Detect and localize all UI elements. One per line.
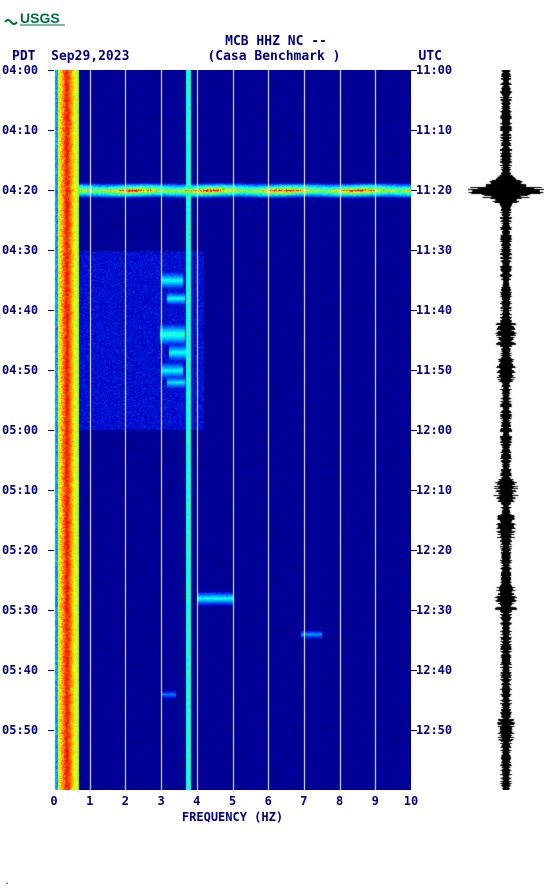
x-tick: 5 [229,794,236,808]
y-tick-right: 12:40 [416,663,452,677]
x-tick: 4 [193,794,200,808]
y-tick-left: 05:30 [2,603,38,617]
spectrogram-canvas [54,70,411,790]
y-tick-right: 12:10 [416,483,452,497]
waveform-canvas [468,70,544,790]
x-tick: 9 [372,794,379,808]
waveform-container [468,70,544,790]
y-tick-right: 12:30 [416,603,452,617]
y-tick-right: 11:20 [416,183,452,197]
footnote: . [4,876,10,887]
svg-text:USGS: USGS [20,10,60,26]
header: MCB HHZ NC -- PDT Sep29,2023 (Casa Bench… [0,34,552,64]
y-tick-left: 05:10 [2,483,38,497]
y-tick-left: 05:40 [2,663,38,677]
date: Sep29,2023 [51,49,129,64]
x-tick: 10 [404,794,418,808]
x-tick: 2 [122,794,129,808]
y-tick-left: 05:00 [2,423,38,437]
x-tick: 1 [86,794,93,808]
y-tick-right: 11:00 [416,63,452,77]
x-axis-title: FREQUENCY (HZ) [54,810,411,824]
x-tick: 6 [265,794,272,808]
x-tick: 3 [157,794,164,808]
tz-right: UTC [419,49,442,64]
y-tick-left: 04:00 [2,63,38,77]
station-code: MCB HHZ NC -- [0,34,552,49]
x-tick: 7 [300,794,307,808]
y-tick-left: 04:40 [2,303,38,317]
y-tick-left: 04:20 [2,183,38,197]
y-tick-right: 11:50 [416,363,452,377]
y-tick-right: 11:10 [416,123,452,137]
x-tick: 0 [50,794,57,808]
tz-left: PDT [12,49,35,64]
y-tick-right: 11:40 [416,303,452,317]
y-tick-right: 12:20 [416,543,452,557]
usgs-logo-svg: USGS [4,6,94,30]
y-tick-right: 11:30 [416,243,452,257]
x-tick: 8 [336,794,343,808]
station-name: (Casa Benchmark ) [207,49,340,64]
y-tick-left: 04:30 [2,243,38,257]
y-tick-left: 04:50 [2,363,38,377]
y-tick-right: 12:50 [416,723,452,737]
usgs-logo: USGS [0,0,552,30]
y-tick-left: 05:50 [2,723,38,737]
y-tick-left: 05:20 [2,543,38,557]
spectrogram-container [54,70,411,790]
y-tick-right: 12:00 [416,423,452,437]
y-tick-left: 04:10 [2,123,38,137]
